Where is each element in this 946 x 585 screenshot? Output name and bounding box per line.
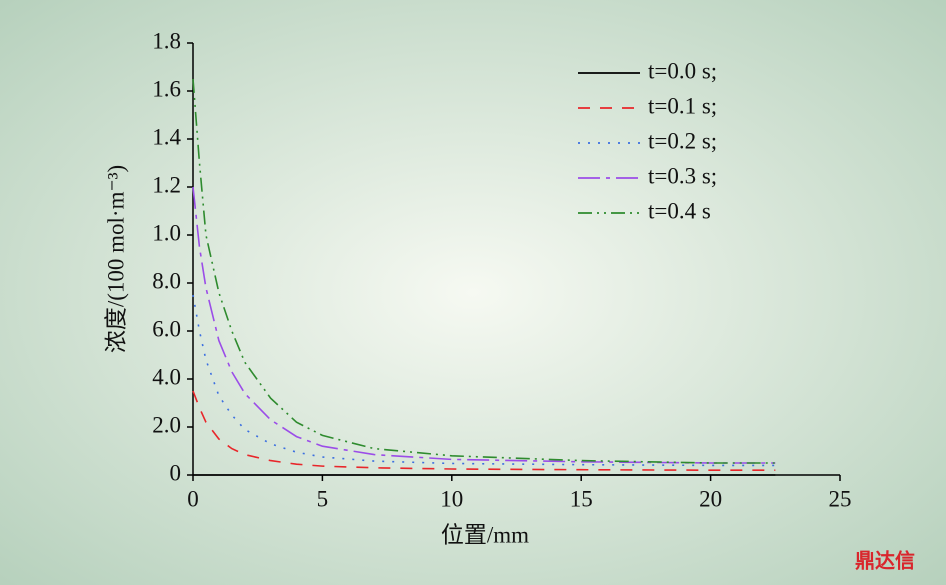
legend-label: t=0.1 s; (648, 93, 717, 118)
x-tick-label: 5 (317, 486, 329, 511)
legend-label: t=0.0 s; (648, 58, 717, 83)
line-series (192, 78, 776, 464)
x-tick-label: 25 (829, 486, 852, 511)
x-tick-label: 20 (699, 486, 722, 511)
legend-label: t=0.2 s; (648, 128, 717, 153)
y-tick-label: 1.4 (152, 124, 181, 149)
y-tick-label: 8.0 (152, 268, 181, 293)
line-series (192, 390, 776, 471)
x-tick-label: 10 (440, 486, 463, 511)
y-tick-label: 2.0 (152, 412, 181, 437)
line-series (192, 294, 776, 467)
x-tick-label: 15 (570, 486, 593, 511)
y-tick-label: 1.2 (152, 172, 181, 197)
legend-label: t=0.3 s; (648, 163, 717, 188)
x-axis-label: 位置/mm (441, 522, 529, 547)
y-tick-label: 4.0 (152, 364, 181, 389)
x-tick-label: 0 (187, 486, 199, 511)
y-axis-label: 浓度/(100 mol·m⁻³) (103, 165, 128, 353)
watermark: 鼎达信 (855, 549, 915, 573)
y-tick-label: 6.0 (152, 316, 181, 341)
line-series (192, 186, 776, 464)
legend-label: t=0.4 s (648, 198, 711, 223)
y-tick-label: 1.6 (152, 76, 181, 101)
y-tick-label: 1.0 (152, 220, 181, 245)
y-tick-label: 1.8 (152, 28, 181, 53)
y-tick-label: 0 (170, 460, 182, 485)
